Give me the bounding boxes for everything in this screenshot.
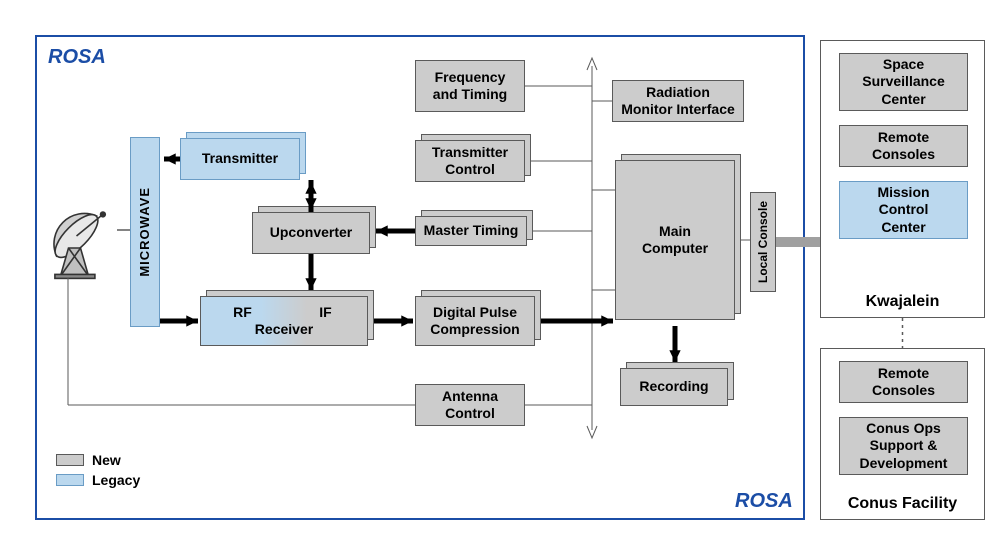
main-computer-block: MainComputer <box>615 160 735 320</box>
conus-box-0: RemoteConsoles <box>839 361 968 403</box>
panel-kwajalein: SpaceSurveillanceCenter RemoteConsoles Mis… <box>820 40 985 318</box>
conus-box-1: Conus OpsSupport &Development <box>839 417 968 475</box>
transmitter-block: Transmitter <box>180 138 300 180</box>
antenna-dish-icon <box>38 200 123 280</box>
microwave-block: MICROWAVE <box>130 137 160 327</box>
kwajalein-box-1: RemoteConsoles <box>839 125 968 167</box>
rosa-label-bottom: ROSA <box>735 490 793 513</box>
rosa-label-top: ROSA <box>48 46 106 69</box>
local-console-block: Local Console <box>750 192 776 292</box>
upconverter-block: Upconverter <box>252 212 370 254</box>
legend-item: Legacy <box>56 472 140 488</box>
transmitter-control-block: TransmitterControl <box>415 140 525 182</box>
radiation-monitor-block: RadiationMonitor Interface <box>612 80 744 122</box>
freq-timing-block: Frequencyand Timing <box>415 60 525 112</box>
conus-label: Conus Facility <box>821 495 984 513</box>
kwajalein-box-2: MissionControlCenter <box>839 181 968 239</box>
kwajalein-label: Kwajalein <box>821 293 984 311</box>
legend-item: New <box>56 452 140 468</box>
panel-conus: RemoteConsoles Conus OpsSupport &Developm… <box>820 348 985 520</box>
rf-if-receiver-block: RFIF Receiver <box>200 296 368 346</box>
kwajalein-box-0: SpaceSurveillanceCenter <box>839 53 968 111</box>
antenna-control-block: AntennaControl <box>415 384 525 426</box>
legend: New Legacy <box>56 452 140 492</box>
recording-block: Recording <box>620 368 728 406</box>
master-timing-block: Master Timing <box>415 216 527 246</box>
dpc-block: Digital PulseCompression <box>415 296 535 346</box>
